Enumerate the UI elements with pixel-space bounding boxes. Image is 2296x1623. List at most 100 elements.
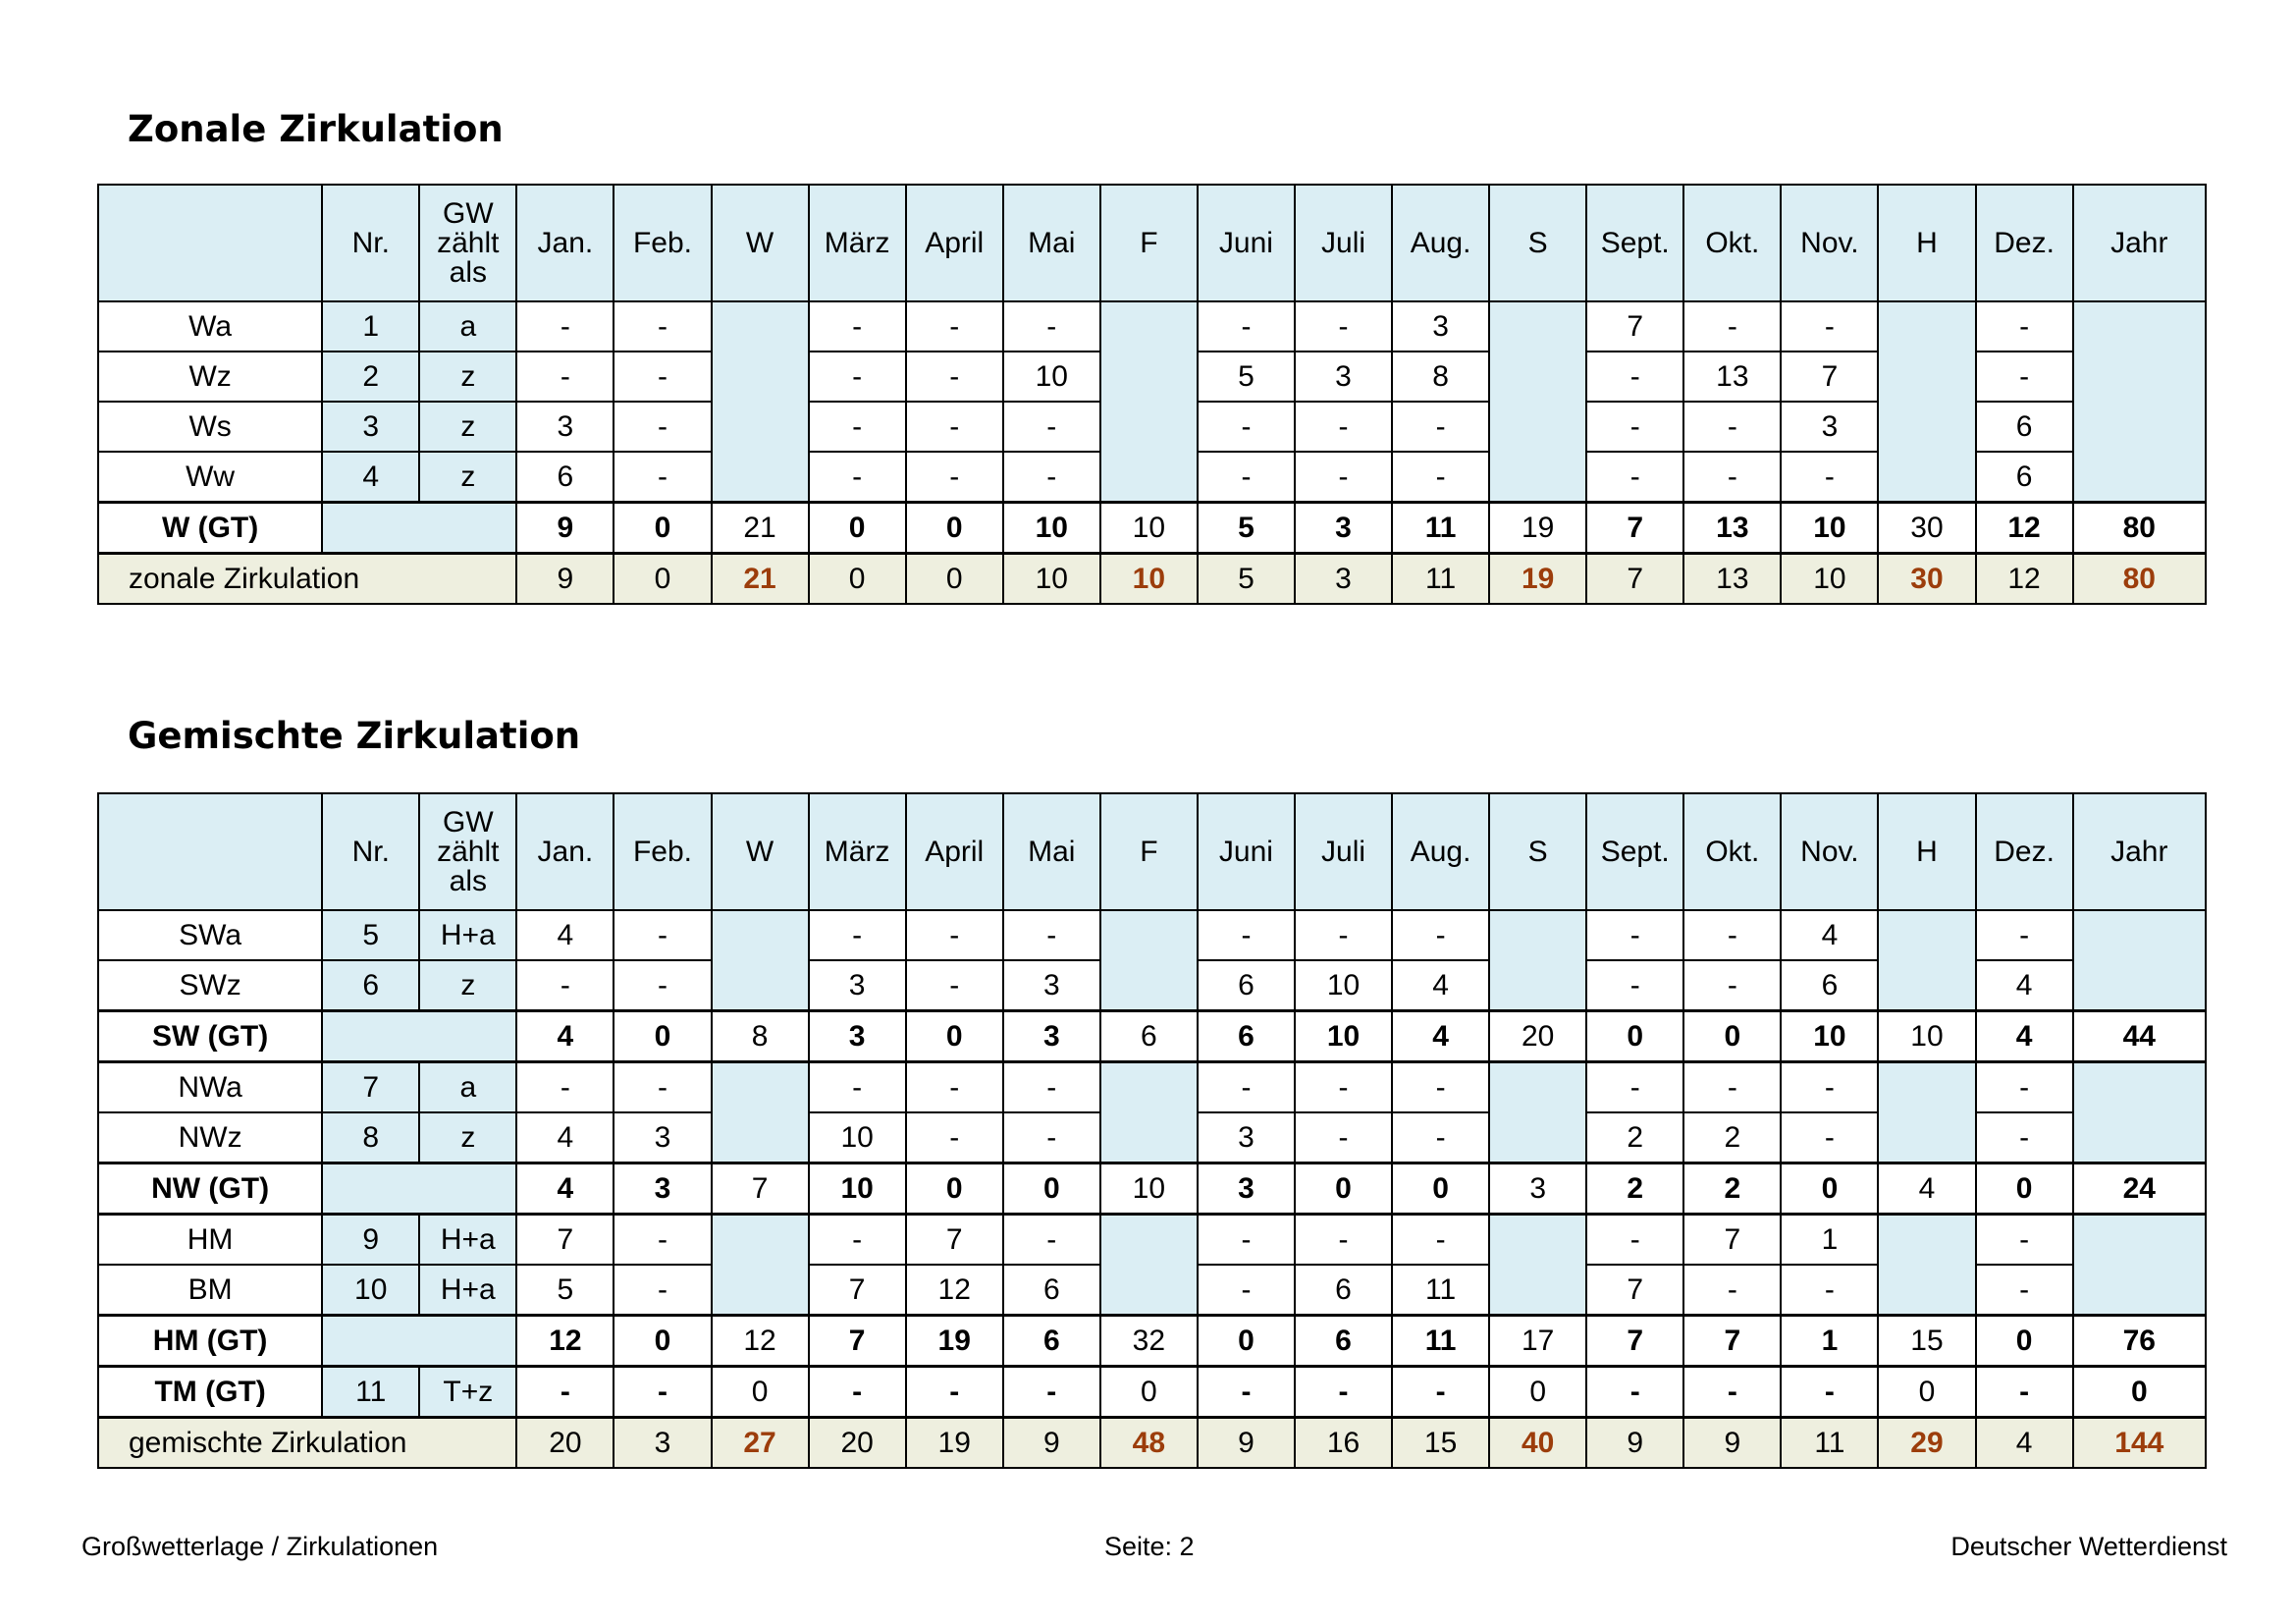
table-cell: - [1001, 1365, 1101, 1419]
table-cell: 0 [807, 552, 907, 605]
season-blank-cell [1877, 1060, 1977, 1164]
table-cell: - [1196, 401, 1296, 453]
table-cell: 19 [1488, 552, 1588, 605]
header-corner [96, 792, 324, 911]
table-cell: - [1196, 1213, 1296, 1266]
table-cell: 0 [807, 501, 907, 555]
table-cell: 19 [904, 1416, 1004, 1469]
row-label: HM [96, 1213, 324, 1266]
season-blank-cell [1488, 300, 1588, 504]
table-cell: - [1974, 351, 2074, 403]
table-cell: - [1196, 300, 1296, 352]
table-cell: 0 [904, 552, 1004, 605]
table-cell: 0 [710, 1365, 810, 1419]
header-col: Nov. [1780, 792, 1880, 911]
header-corner [96, 184, 324, 302]
table-cell: - [613, 959, 713, 1012]
table-cell: 3 [1001, 1009, 1101, 1063]
table-cell: 3 [613, 1111, 713, 1164]
row-nr: 1 [321, 300, 421, 352]
row-label: SWz [96, 959, 324, 1012]
table-cell: 3 [1293, 351, 1394, 403]
table-cell: 4 [1974, 1416, 2074, 1469]
table-cell: - [1682, 1060, 1783, 1113]
table-cell: 17 [1488, 1314, 1588, 1368]
header-col: Okt. [1682, 184, 1783, 302]
table-cell: 10 [1001, 351, 1101, 403]
table-cell: 9 [1585, 1416, 1685, 1469]
table-cell: 4 [515, 1111, 615, 1164]
header-col: S [1488, 184, 1588, 302]
table-cell: - [1293, 451, 1394, 504]
table-cell: 8 [710, 1009, 810, 1063]
table-cell: - [1001, 1111, 1101, 1164]
row-nr: 7 [321, 1060, 421, 1113]
table-cell: 2 [1585, 1111, 1685, 1164]
table-cell: 4 [515, 909, 615, 961]
table-cell: 21 [710, 501, 810, 555]
table-cell: 48 [1098, 1416, 1199, 1469]
table-cell: 30 [1877, 552, 1977, 605]
table-cell: - [1682, 451, 1783, 504]
table-cell: 0 [613, 1009, 713, 1063]
table-cell: 144 [2071, 1416, 2208, 1469]
header-col: April [904, 184, 1004, 302]
table-mixed-circulation: Nr. GW zählt als Jan. Feb. W März April Mai F Juni J… [96, 792, 2208, 1469]
table-cell: - [1001, 451, 1101, 504]
table-cell: 9 [515, 552, 615, 605]
header-col: Dez. [1974, 792, 2074, 911]
table-cell: 27 [710, 1416, 810, 1469]
header-col: Sept. [1585, 792, 1685, 911]
table-cell: - [1585, 959, 1685, 1012]
header-nr: Nr. [321, 792, 421, 911]
row-gw: z [418, 451, 518, 504]
row-nr: 4 [321, 451, 421, 504]
table-cell: - [904, 401, 1004, 453]
row-label: Wz [96, 351, 324, 403]
table-cell: 19 [904, 1314, 1004, 1368]
table-cell: - [1293, 1213, 1394, 1266]
table-cell: 7 [1682, 1213, 1783, 1266]
header-col: März [807, 792, 907, 911]
table-cell: 0 [613, 1314, 713, 1368]
table-cell: - [1974, 1365, 2074, 1419]
header-row: Nr. GW zählt als Jan. Feb. W März April Mai F Juni J… [96, 184, 2208, 302]
table-cell: 24 [2071, 1162, 2208, 1216]
header-col: Dez. [1974, 184, 2074, 302]
table-cell: 10 [1780, 552, 1880, 605]
table-cell: - [613, 351, 713, 403]
table-cell: - [1974, 1264, 2074, 1317]
table-cell: 0 [1098, 1365, 1199, 1419]
header-col: F [1098, 792, 1199, 911]
group-total-row: NW (GT) 4 3 7 10 0 0 10 3 0 0 3 2 2 0 4 0 24 [96, 1162, 2208, 1216]
row-nr: 6 [321, 959, 421, 1012]
row-gw: H+a [418, 1264, 518, 1317]
table-cell: 2 [1682, 1162, 1783, 1216]
table-cell: - [1293, 1060, 1394, 1113]
table-cell: 13 [1682, 552, 1783, 605]
header-nr: Nr. [321, 184, 421, 302]
table-zonal-circulation: Nr. GW zählt als Jan. Feb. W März April Mai F Juni J… [96, 184, 2208, 605]
header-col: Juni [1196, 184, 1296, 302]
row-label: Ws [96, 401, 324, 453]
season-blank-cell [2071, 1060, 2208, 1164]
row-label: TM (GT) [96, 1365, 324, 1419]
table-cell: 7 [807, 1314, 907, 1368]
table-cell: - [1196, 1060, 1296, 1113]
table-cell: 10 [1098, 1162, 1199, 1216]
table-cell: 16 [1293, 1416, 1394, 1469]
table-cell: 0 [1293, 1162, 1394, 1216]
table-cell: - [1682, 959, 1783, 1012]
table-cell: - [1391, 451, 1491, 504]
table-cell: 10 [1293, 1009, 1394, 1063]
row-label: NWz [96, 1111, 324, 1164]
table-cell: - [807, 351, 907, 403]
table-cell: 12 [710, 1314, 810, 1368]
header-col: F [1098, 184, 1199, 302]
table-cell: 3 [807, 959, 907, 1012]
header-col: Juni [1196, 792, 1296, 911]
table-cell: 11 [1391, 1264, 1491, 1317]
row-gw: z [418, 1111, 518, 1164]
table-cell: - [1682, 300, 1783, 352]
table-cell: 40 [1488, 1416, 1588, 1469]
